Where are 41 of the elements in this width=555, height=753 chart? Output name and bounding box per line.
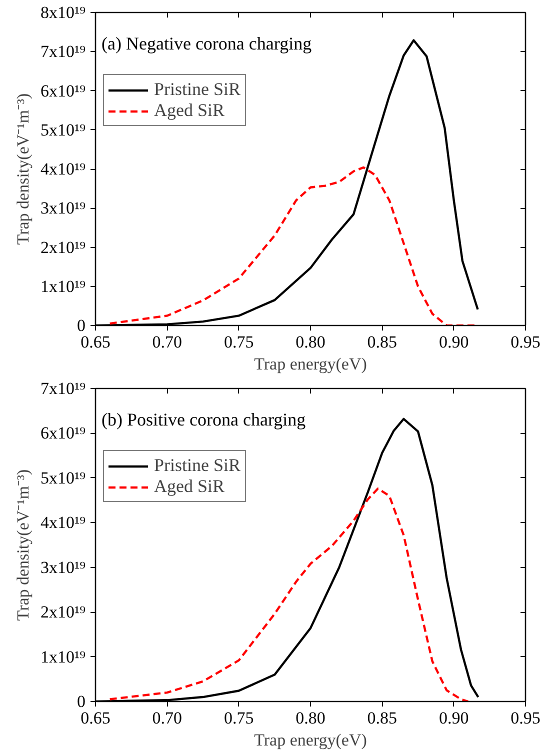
x-tick-label: 0.70 — [152, 332, 182, 352]
y-tick-label: 1x10¹⁹ — [40, 276, 86, 296]
x-tick-label: 0.80 — [296, 332, 326, 352]
y-tick-label: 8x10¹⁹ — [40, 3, 86, 22]
x-tick-label: 0.70 — [152, 708, 182, 728]
y-tick-label: 7x10¹⁹ — [40, 42, 86, 62]
x-tick-label: 0.95 — [510, 332, 540, 352]
x-tick-label: 0.90 — [438, 708, 469, 728]
y-tick-label: 0 — [77, 692, 86, 711]
y-tick-label: 5x10¹⁹ — [40, 468, 86, 488]
legend-label: Pristine SiR — [154, 79, 241, 100]
y-tick-label: 1x10¹⁹ — [40, 647, 86, 666]
x-tick-label: 0.90 — [438, 332, 469, 352]
text: (a) Negative corona charging — [102, 34, 312, 54]
y-tick-label: 3x10¹⁹ — [40, 198, 86, 218]
y-tick-label: 4x10¹⁹ — [40, 513, 86, 532]
y-axis-title: Trap density(eV⁻¹m⁻³) — [13, 93, 32, 245]
y-tick-label: 6x10¹⁹ — [40, 424, 86, 443]
y-tick-label: 0 — [77, 316, 86, 335]
y-axis-title: Trap density(eV⁻¹m⁻³) — [13, 469, 32, 621]
y-tick-label: 2x10¹⁹ — [40, 602, 86, 622]
x-tick-label: 0.75 — [224, 708, 254, 728]
x-tick-label: 0.80 — [296, 708, 326, 728]
x-tick-label: 0.85 — [367, 708, 398, 728]
x-tick-label: 0.65 — [80, 708, 110, 728]
x-axis-title: Trap energy(eV) — [254, 354, 367, 374]
x-tick-label: 0.85 — [367, 332, 398, 352]
y-tick-label: 5x10¹⁹ — [40, 120, 86, 140]
legend-label: Aged SiR — [154, 100, 225, 121]
x-tick-label: 0.75 — [224, 332, 254, 352]
x-axis-title: Trap energy(eV) — [254, 730, 367, 750]
x-tick-label: 0.65 — [80, 332, 110, 352]
y-tick-label: 4x10¹⁹ — [40, 160, 86, 178]
legend-label: Aged SiR — [154, 476, 225, 497]
y-tick-label: 6x10¹⁹ — [40, 81, 86, 100]
legend-label: Pristine SiR — [154, 455, 241, 476]
y-tick-label: 7x10¹⁹ — [40, 379, 86, 398]
x-tick-label: 0.95 — [510, 708, 540, 728]
text: (b) Positive corona charging — [102, 410, 306, 430]
y-tick-label: 3x10¹⁹ — [40, 558, 86, 577]
y-tick-label: 2x10¹⁹ — [40, 238, 86, 257]
